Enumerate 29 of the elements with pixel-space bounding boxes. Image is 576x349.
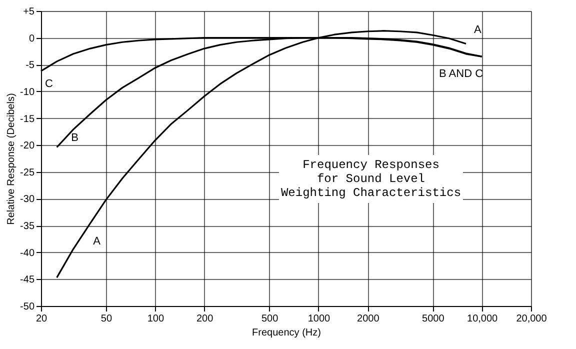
annotation: A: [474, 24, 482, 36]
series-label: C: [45, 78, 54, 90]
y-tick-label: -15: [20, 114, 35, 125]
x-tick-label: 1000: [308, 314, 331, 324]
y-tick-label: -45: [20, 274, 35, 286]
y-tick-label: 0: [28, 33, 35, 44]
x-tick-label: 50: [100, 314, 112, 324]
x-tick-label: 200: [196, 314, 214, 324]
y-tick-label: +5: [23, 6, 35, 18]
x-axis-title: Frequency (Hz): [252, 328, 321, 338]
y-tick-label: -25: [20, 167, 35, 178]
annotation: Frequency Responses for Sound Level Weighting Characteristics: [280, 158, 462, 200]
x-tick-label: 100: [147, 314, 164, 324]
y-tick-label: -40: [20, 248, 35, 259]
x-tick-label: 20,000: [516, 314, 548, 324]
x-tick-label: 2000: [357, 314, 380, 324]
y-tick-label: -35: [20, 221, 35, 232]
y-tick-label: -30: [20, 194, 35, 206]
x-tick-label: 5000: [422, 314, 445, 324]
y-tick-label: -20: [20, 140, 35, 152]
y-axis-title: Relative Response (Decibels): [6, 93, 18, 225]
x-tick-label: 500: [261, 314, 279, 324]
x-tick-label: 20: [36, 314, 48, 324]
y-tick-label: -5: [26, 60, 35, 72]
series-label: A: [93, 236, 102, 248]
x-tick-label: 10,000: [467, 314, 498, 324]
series-label: B: [71, 132, 78, 144]
y-tick-label: -50: [20, 302, 35, 312]
y-tick-label: -10: [20, 86, 35, 98]
